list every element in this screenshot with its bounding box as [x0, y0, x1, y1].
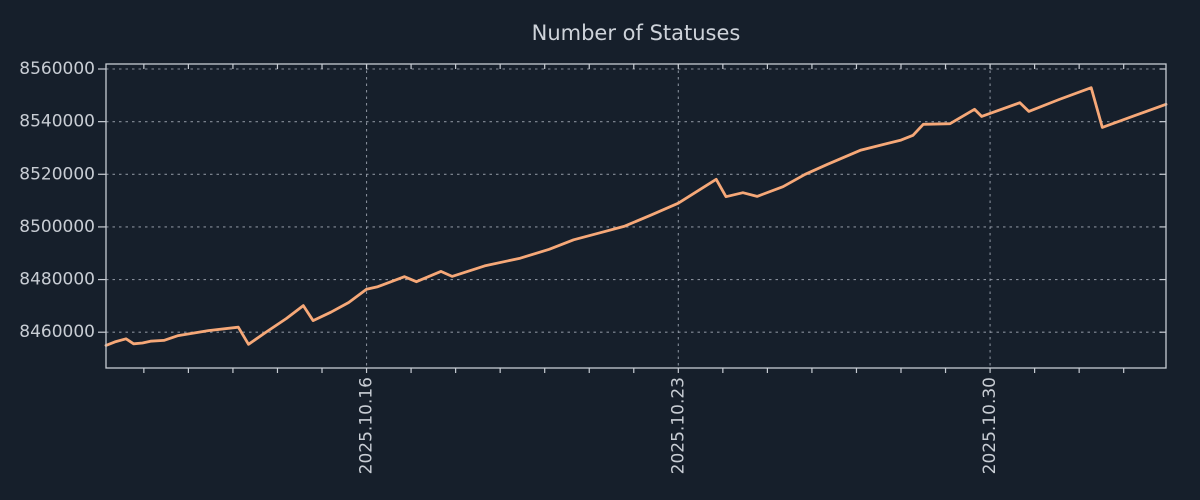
x-tick-label: 2025.10.16	[357, 377, 377, 474]
axis-labels: 8460000 8480000 8500000 8520000 8540000 85600…	[19, 59, 1000, 474]
y-tick-label: 8560000	[19, 59, 95, 79]
chart-title: Number of Statuses	[532, 21, 741, 45]
y-tick-label: 8460000	[19, 322, 95, 342]
x-tick-label: 2025.10.23	[668, 377, 688, 474]
grid-lines	[106, 64, 1166, 368]
x-tick-label: 2025.10.30	[980, 377, 1000, 474]
plot-border	[105, 63, 1167, 369]
y-tick-label: 8540000	[19, 112, 95, 132]
series-lines	[104, 86, 1168, 347]
y-tick-label: 8500000	[19, 217, 95, 237]
y-tick-label: 8520000	[19, 164, 95, 184]
y-tick-label: 8480000	[19, 270, 95, 290]
series-line-statuses	[104, 86, 1168, 347]
axis-ticks	[98, 64, 1166, 373]
